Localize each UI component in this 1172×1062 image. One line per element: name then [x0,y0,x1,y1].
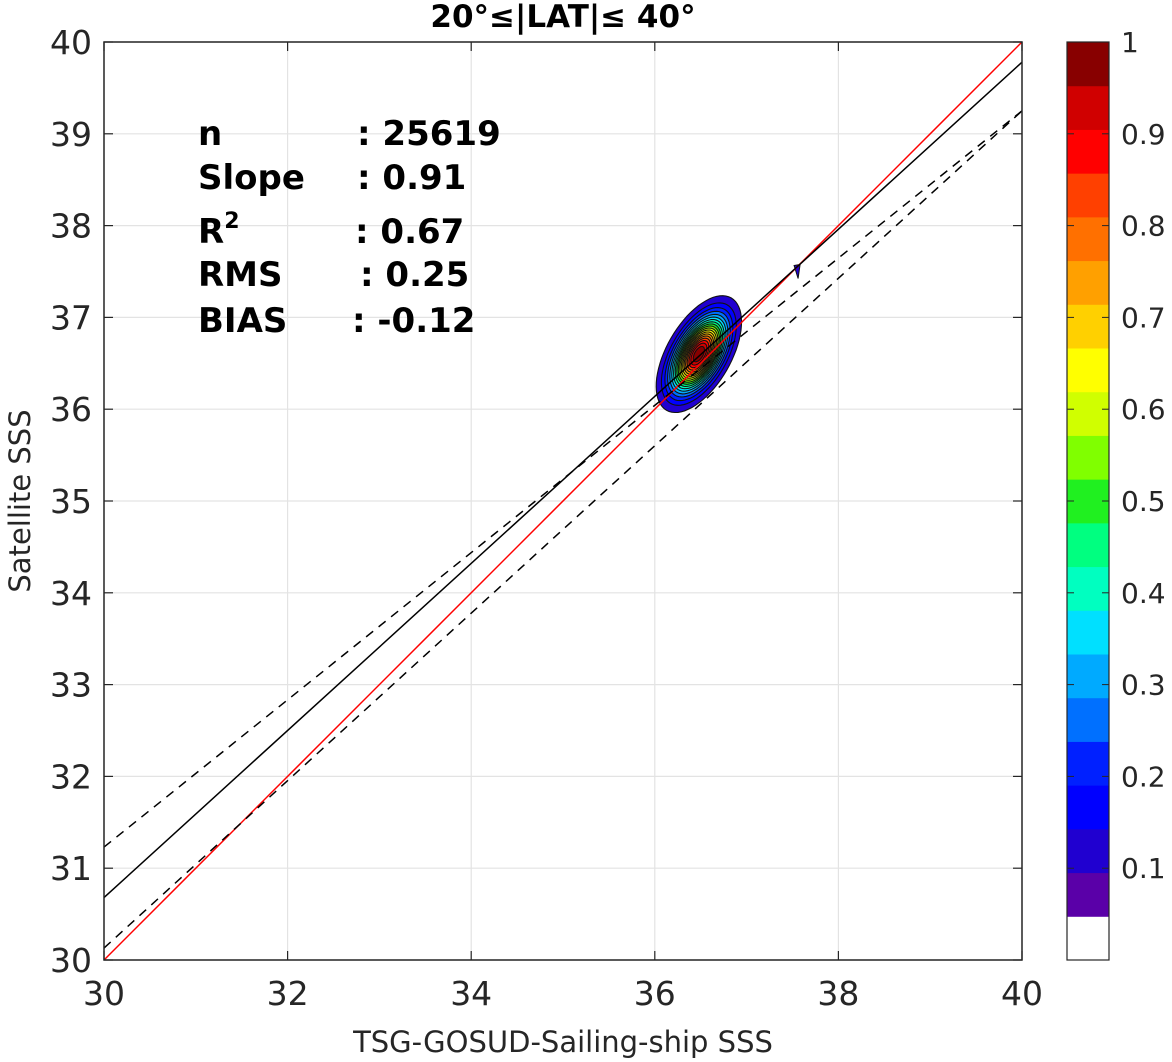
colorbar [1067,42,1109,961]
colorbar-segment [1067,391,1109,436]
colorbar-segment [1067,872,1109,917]
colorbar-segment [1067,566,1109,611]
stat-rms-value: : 0.25 [360,255,469,295]
colorbar-segment [1067,610,1109,655]
colorbar-segment [1067,173,1109,218]
colorbar-segment [1067,348,1109,393]
y-tick-label: 33 [50,666,92,705]
colorbar-segment [1067,654,1109,699]
stat-r2-value: : 0.67 [355,212,464,252]
colorbar-tick-label: 1 [1121,26,1139,59]
stat-rms-label: RMS [198,255,283,295]
x-axis-label: TSG-GOSUD-Sailing-ship SSS [352,1025,773,1059]
stat-n-value: : 25619 [357,114,501,154]
y-tick-label: 36 [50,390,92,429]
colorbar-segment [1067,697,1109,742]
chart-title: 20°≤|LAT|≤ 40° [430,0,695,35]
regression-line [104,61,1022,899]
y-tick-label: 30 [50,941,92,980]
density-contours [655,263,801,414]
colorbar-tick-label: 0.9 [1121,118,1166,151]
y-tick-label: 39 [50,115,92,154]
x-tick-labels: 30 32 34 36 38 40 [83,974,1043,1013]
stats-box: n : 25619 Slope : 0.91 R2 : 0.67 RMS : 0… [198,114,501,341]
x-tick-label: 32 [267,974,309,1013]
colorbar-segment [1067,42,1109,87]
colorbar-tick-labels: 0.1 0.2 0.3 0.4 0.5 0.6 0.7 0.8 0.9 1 [1067,26,1166,885]
stat-slope-label: Slope [198,158,305,198]
colorbar-segment [1067,522,1109,568]
colorbar-tick-label: 0.1 [1121,852,1166,885]
stat-r2-superscript: 2 [224,209,239,234]
colorbar-tick-label: 0.8 [1121,210,1166,243]
colorbar-segment [1067,129,1109,174]
colorbar-segment [1067,785,1109,830]
identity-line [104,42,1022,960]
stat-bias-label: BIAS [198,301,287,341]
y-tick-label: 31 [50,849,92,888]
y-tick-labels: 30 31 32 33 34 35 36 37 38 39 40 [50,23,92,980]
stat-r2-label: R2 [198,209,240,252]
colorbar-segment [1067,916,1109,961]
x-tick-label: 30 [83,974,125,1013]
colorbar-segment [1067,216,1109,262]
y-axis-label: Satellite SSS [3,409,37,592]
colorbar-tick-label: 0.4 [1121,577,1166,610]
x-tick-label: 38 [817,974,859,1013]
y-tick-label: 32 [50,757,92,796]
colorbar-segment [1067,741,1109,786]
grid-lines [103,41,1023,961]
stat-bias-value: : -0.12 [352,301,475,341]
y-tick-label: 40 [50,23,92,62]
axis-ticks [103,41,1023,961]
x-tick-label: 34 [450,974,492,1013]
upper-bound-line [104,110,1022,848]
fit-lines [104,42,1022,960]
y-tick-label: 35 [50,482,92,521]
colorbar-tick-label: 0.3 [1121,669,1166,702]
x-tick-label: 36 [634,974,676,1013]
colorbar-segment [1067,828,1109,874]
colorbar-tick-label: 0.2 [1121,760,1166,793]
colorbar-tick-label: 0.5 [1121,485,1166,518]
colorbar-tick-label: 0.6 [1121,393,1166,426]
y-tick-label: 37 [50,298,92,337]
y-tick-label: 38 [50,207,92,246]
colorbar-segment [1067,304,1109,349]
colorbar-segment [1067,85,1109,130]
y-tick-label: 34 [50,574,92,613]
x-tick-label: 40 [1001,974,1043,1013]
stat-slope-value: : 0.91 [357,158,466,198]
stat-n-label: n [198,114,222,154]
colorbar-segment [1067,260,1109,305]
colorbar-segment [1067,435,1109,480]
stat-r2-base: R [198,212,224,252]
colorbar-tick-label: 0.7 [1121,301,1166,334]
